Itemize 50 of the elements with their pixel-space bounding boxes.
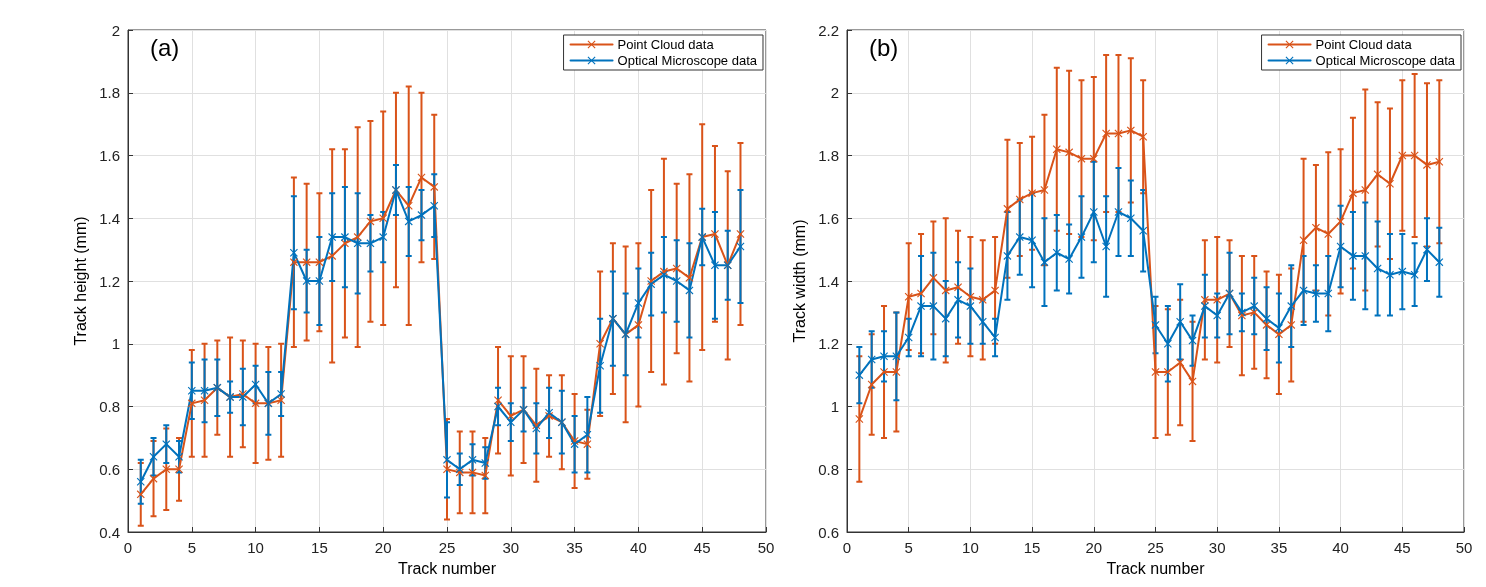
y-tick-label: 1.8 [818, 147, 839, 164]
y-axis-title: Track height (mm) [71, 216, 89, 346]
x-axis-title: Track number [397, 559, 497, 577]
x-tick-label: 20 [1085, 539, 1103, 556]
x-tick-label: 45 [1393, 539, 1411, 556]
y-tick-label: 1 [830, 398, 839, 415]
x-tick-label: 50 [1455, 539, 1473, 556]
y-axis-title: Track width (mm) [790, 219, 808, 343]
y-tick-label: 1.6 [818, 209, 839, 227]
x-tick-label: 5 [187, 539, 196, 556]
y-tick-label: 1.2 [818, 335, 839, 353]
y-tick-label: 1.8 [99, 84, 120, 102]
x-tick-label: 20 [374, 539, 392, 556]
y-tick-label: 2 [111, 21, 120, 39]
annotation: (b) [869, 33, 899, 61]
y-tick-label: 2 [830, 84, 839, 102]
y-tick-label: 2.2 [818, 21, 839, 39]
x-tick-label: 40 [630, 539, 647, 556]
x-tick-label: 15 [1023, 539, 1041, 556]
x-tick-label: 35 [566, 539, 583, 556]
y-tick-label: 1.6 [99, 147, 120, 164]
y-tick-label: 1.4 [818, 272, 839, 290]
legend-label: Point Cloud data [617, 37, 715, 52]
y-tick-label: 0.6 [818, 523, 839, 541]
x-tick-label: 25 [1147, 539, 1164, 556]
x-tick-label: 45 [693, 539, 711, 556]
x-tick-label: 0 [842, 539, 852, 556]
y-tick-label: 0.4 [99, 523, 120, 541]
x-tick-label: 25 [438, 539, 456, 556]
x-tick-label: 40 [1332, 539, 1349, 556]
x-tick-label: 5 [904, 539, 913, 556]
y-tick-label: 1.4 [99, 209, 120, 227]
legend-label: Point Cloud data [1315, 37, 1413, 52]
y-tick-label: 0.8 [818, 460, 839, 478]
annotation: (a) [150, 33, 180, 61]
x-tick-label: 35 [1270, 539, 1288, 556]
x-tick-label: 10 [962, 539, 979, 556]
legend-label: Optical Microscope data [617, 53, 758, 68]
y-tick-label: 0.8 [99, 398, 120, 415]
y-tick-label: 1 [111, 335, 120, 353]
legend-label: Optical Microscope data [1315, 53, 1456, 68]
x-tick-label: 10 [247, 539, 264, 556]
x-tick-label: 15 [311, 539, 328, 556]
x-tick-label: 30 [502, 539, 520, 556]
x-axis-title: Track number [1106, 559, 1206, 577]
x-tick-label: 0 [123, 539, 133, 556]
x-tick-label: 50 [757, 539, 775, 556]
y-tick-label: 0.6 [99, 460, 120, 478]
x-tick-label: 30 [1208, 539, 1226, 556]
y-tick-label: 1.2 [99, 272, 120, 290]
